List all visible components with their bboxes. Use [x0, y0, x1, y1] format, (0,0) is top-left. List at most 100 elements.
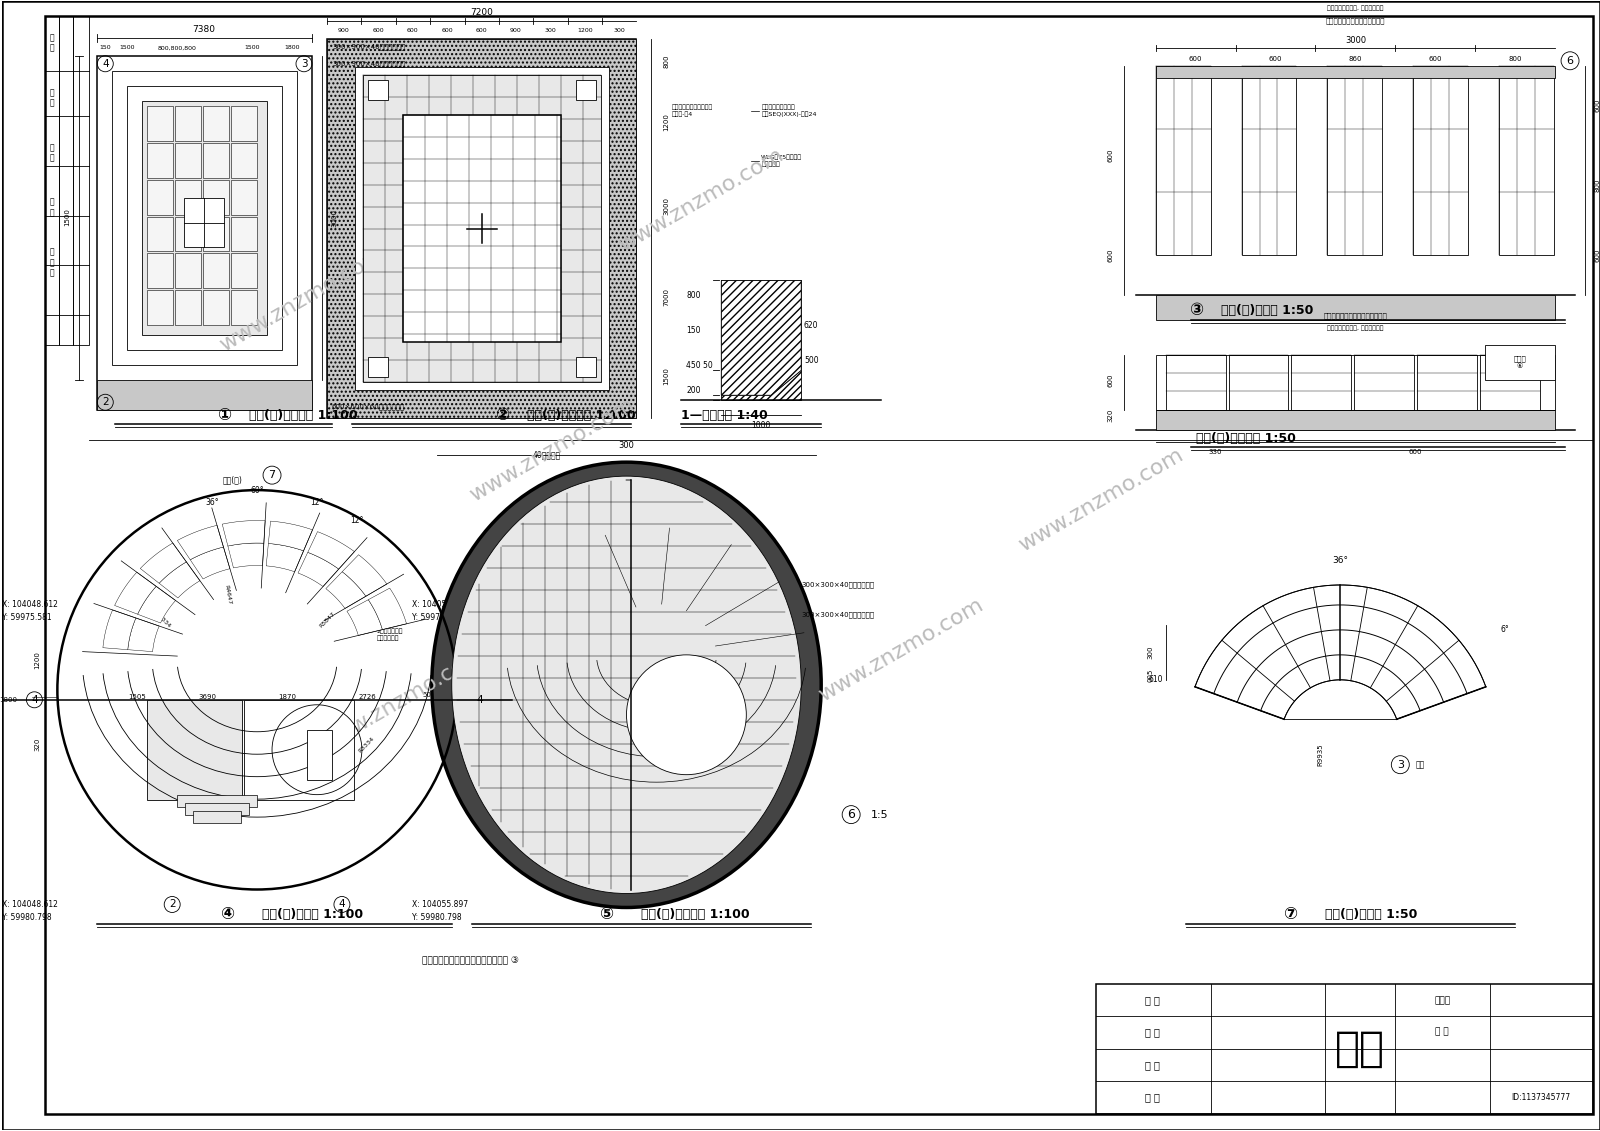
Text: R750: R750: [334, 772, 350, 777]
Bar: [147, 216, 173, 251]
Text: 图 号: 图 号: [1435, 1028, 1450, 1037]
Bar: [1155, 411, 1555, 430]
Text: X: 104055.897: X: 104055.897: [411, 900, 467, 909]
Bar: [147, 253, 173, 288]
Text: Y: 59975.581: Y: 59975.581: [411, 613, 461, 622]
Text: 300: 300: [1147, 645, 1154, 658]
Text: R4647: R4647: [222, 585, 232, 605]
Bar: [368, 357, 387, 378]
Text: 600: 600: [1408, 449, 1422, 455]
Text: 3690: 3690: [198, 693, 216, 700]
Polygon shape: [269, 521, 312, 551]
Polygon shape: [227, 543, 264, 568]
Text: 40封柱垫板: 40封柱垫板: [533, 450, 560, 459]
Bar: [1166, 355, 1226, 411]
Text: 2726: 2726: [358, 693, 376, 700]
Text: www.znzmo.com: www.znzmo.com: [616, 145, 787, 256]
Text: X: 104055.897: X: 104055.897: [411, 601, 467, 610]
Polygon shape: [368, 588, 406, 630]
Bar: [174, 291, 202, 326]
Text: 60°: 60°: [250, 485, 264, 494]
Text: 4: 4: [30, 694, 38, 705]
Text: 节点(三)平面图 1:100: 节点(三)平面图 1:100: [262, 908, 363, 921]
Text: 外地大学院大叶体, 向看平方安定: 外地大学院大叶体, 向看平方安定: [1326, 326, 1384, 331]
Bar: [1155, 295, 1555, 320]
Bar: [98, 55, 312, 411]
Text: 300: 300: [544, 28, 557, 33]
Text: 005: 005: [1147, 668, 1154, 682]
Bar: [1485, 345, 1555, 380]
Text: 200: 200: [686, 386, 701, 395]
Bar: [174, 253, 202, 288]
Text: 36°: 36°: [1333, 555, 1349, 564]
Text: 600: 600: [442, 28, 453, 33]
Bar: [576, 357, 595, 378]
Bar: [1229, 355, 1288, 411]
Text: 1500: 1500: [664, 368, 669, 386]
Bar: [363, 75, 600, 382]
Text: 地标(二)立面详图 1:50: 地标(二)立面详图 1:50: [1195, 432, 1296, 444]
Polygon shape: [141, 543, 186, 584]
Text: 6: 6: [1566, 55, 1573, 66]
Text: 年
月
日: 年 月 日: [50, 248, 54, 277]
Text: 1500: 1500: [64, 208, 70, 226]
Text: 3000: 3000: [331, 208, 338, 226]
Text: 地标(一)立面图 1:50: 地标(一)立面图 1:50: [1221, 304, 1314, 317]
Text: 800: 800: [664, 54, 669, 68]
Polygon shape: [158, 562, 200, 598]
Bar: [194, 811, 242, 822]
Text: ③: ③: [1189, 301, 1203, 319]
Bar: [1328, 66, 1382, 256]
Text: www.znzmo.com: www.znzmo.com: [1014, 444, 1187, 555]
Text: 36°: 36°: [205, 498, 219, 507]
Text: 1000: 1000: [752, 421, 771, 430]
Polygon shape: [222, 520, 266, 546]
Text: 320: 320: [34, 739, 40, 751]
Bar: [230, 253, 258, 288]
Bar: [326, 38, 637, 418]
Bar: [1354, 355, 1414, 411]
Text: 7200: 7200: [470, 8, 493, 17]
Bar: [1413, 66, 1469, 256]
Text: R5847: R5847: [318, 611, 336, 629]
Bar: [147, 700, 242, 800]
Bar: [45, 16, 59, 345]
Bar: [1418, 355, 1477, 411]
Text: 审 定: 审 定: [1146, 1093, 1160, 1103]
Bar: [403, 114, 560, 343]
Text: R9935: R9935: [1317, 743, 1323, 766]
Text: 610: 610: [1149, 675, 1163, 684]
Text: 320: 320: [1107, 408, 1114, 422]
Text: 1800: 1800: [285, 45, 299, 50]
Text: 12°: 12°: [310, 498, 323, 507]
Bar: [174, 180, 202, 215]
Text: 1870: 1870: [278, 693, 296, 700]
Text: 900: 900: [510, 28, 522, 33]
Bar: [203, 143, 229, 178]
Bar: [142, 101, 267, 336]
Text: ID:1137345777: ID:1137345777: [1512, 1093, 1571, 1102]
Bar: [203, 291, 229, 326]
Text: www.znzmo.com: www.znzmo.com: [216, 245, 387, 356]
Bar: [203, 180, 229, 215]
Polygon shape: [722, 280, 802, 395]
Bar: [230, 105, 258, 140]
Text: 1800: 1800: [0, 697, 18, 702]
Text: X: 104048.612: X: 104048.612: [3, 900, 58, 909]
Text: 比
例: 比 例: [50, 88, 54, 107]
Text: 600: 600: [1107, 373, 1114, 387]
Text: 330: 330: [1210, 449, 1222, 455]
Text: Y: 59975.581: Y: 59975.581: [3, 613, 53, 622]
Bar: [230, 291, 258, 326]
Text: ④: ④: [221, 906, 234, 924]
Text: 800: 800: [1594, 179, 1600, 192]
Bar: [230, 180, 258, 215]
Polygon shape: [298, 552, 339, 587]
Text: 名
称: 名 称: [50, 33, 54, 52]
Bar: [174, 105, 202, 140]
Text: 1:5: 1:5: [870, 810, 888, 820]
Text: R3334: R3334: [358, 736, 376, 753]
Text: 800: 800: [686, 291, 701, 300]
Text: ⑦: ⑦: [1283, 906, 1298, 924]
Polygon shape: [307, 532, 355, 569]
